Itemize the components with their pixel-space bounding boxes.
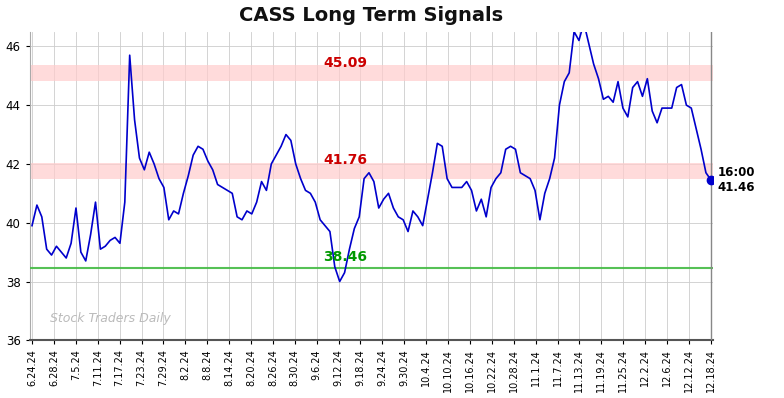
Bar — [30, 163, 713, 179]
Bar — [30, 65, 713, 81]
Text: 16:00
41.46: 16:00 41.46 — [717, 166, 755, 194]
Text: 38.46: 38.46 — [324, 250, 368, 264]
Text: 41.76: 41.76 — [324, 154, 368, 168]
Text: 45.09: 45.09 — [324, 56, 368, 70]
Text: Stock Traders Daily: Stock Traders Daily — [50, 312, 171, 325]
Title: CASS Long Term Signals: CASS Long Term Signals — [239, 6, 503, 25]
